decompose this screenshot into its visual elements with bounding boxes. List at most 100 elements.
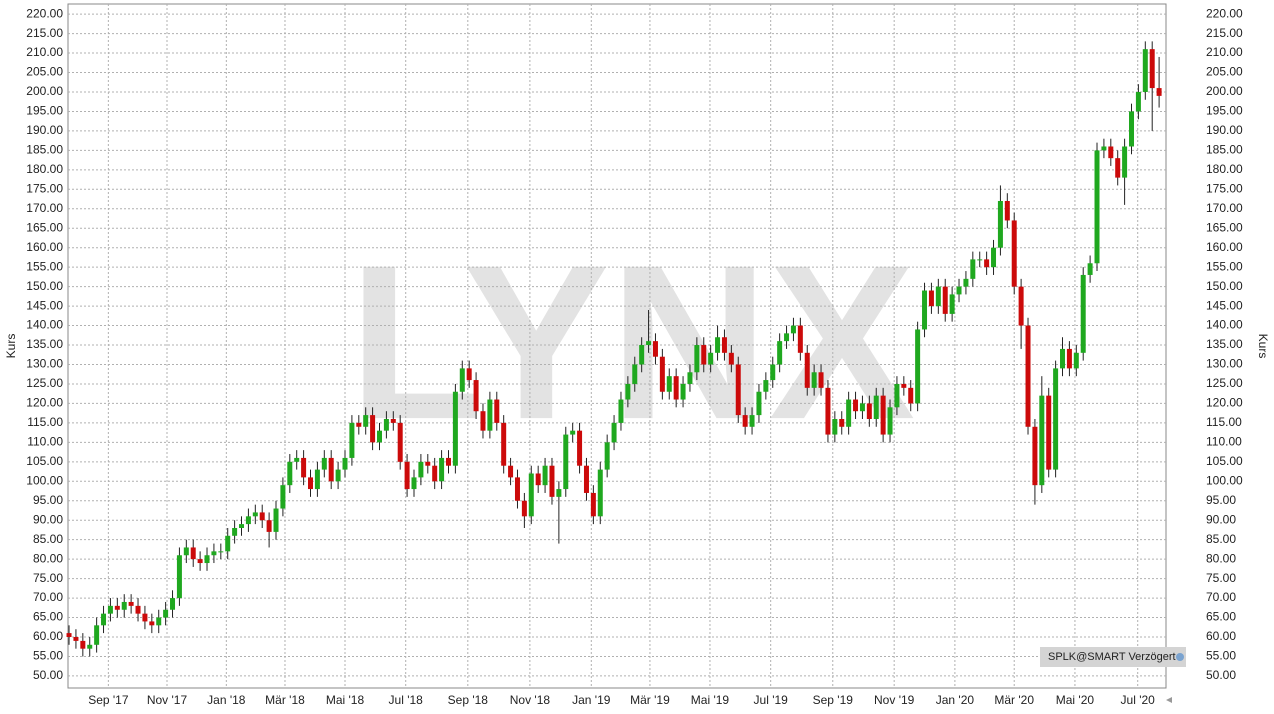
- candle-body: [390, 418, 396, 423]
- y-tick-label-right: 155.00: [1206, 259, 1243, 273]
- y-tick-label: 135.00: [26, 337, 63, 351]
- candle-body: [956, 286, 962, 295]
- y-tick-label: 150.00: [26, 279, 63, 293]
- candle-body: [639, 345, 645, 365]
- candle-body: [349, 422, 355, 458]
- y-tick-label: 180.00: [26, 162, 63, 176]
- y-tick-label: 175.00: [26, 181, 63, 195]
- y-tick-label: 95.00: [33, 493, 63, 507]
- scroll-arrow[interactable]: [1166, 697, 1172, 703]
- candle-body: [1025, 325, 1031, 427]
- y-tick-label: 220.00: [26, 6, 63, 20]
- y-tick-label-right: 130.00: [1206, 357, 1243, 371]
- candle-body: [577, 430, 583, 466]
- candle-body: [604, 442, 610, 470]
- candle-body: [839, 418, 845, 427]
- y-tick-label: 50.00: [33, 668, 63, 682]
- candle-body: [908, 387, 914, 404]
- candle-body: [87, 644, 93, 649]
- y-tick-label-right: 85.00: [1206, 532, 1236, 546]
- candle-body: [94, 625, 100, 645]
- x-tick-label: Mär '18: [265, 693, 305, 707]
- candle-body: [949, 294, 955, 314]
- candle-body: [459, 368, 465, 392]
- candle-body: [853, 399, 859, 412]
- y-tick-label-right: 220.00: [1206, 6, 1243, 20]
- candle-body: [984, 259, 990, 268]
- candle-body: [583, 465, 589, 493]
- candle-body: [570, 430, 576, 435]
- candle-body: [121, 601, 127, 610]
- candle-body: [666, 376, 672, 392]
- candle-body: [156, 617, 162, 626]
- y-tick-label-right: 205.00: [1206, 65, 1243, 79]
- candle-body: [1073, 352, 1079, 369]
- candle-body: [432, 465, 438, 482]
- candle-body: [859, 403, 865, 412]
- y-tick-label-right: 120.00: [1206, 396, 1243, 410]
- candle-body: [846, 399, 852, 427]
- candle-body: [1004, 200, 1010, 221]
- candle-body: [487, 399, 493, 431]
- y-tick-label: 105.00: [26, 454, 63, 468]
- candle-body: [107, 605, 113, 614]
- candle-body: [715, 337, 721, 353]
- y-tick-label-right: 170.00: [1206, 201, 1243, 215]
- candle-body: [922, 290, 928, 330]
- x-tick-label: Jan '20: [936, 693, 975, 707]
- y-tick-label-right: 90.00: [1206, 512, 1236, 526]
- watermark: LYNX: [349, 219, 916, 465]
- y-tick-label-right: 180.00: [1206, 162, 1243, 176]
- candle-body: [866, 403, 872, 419]
- y-tick-label: 55.00: [33, 649, 63, 663]
- candle-body: [542, 465, 548, 486]
- candle-body: [1122, 146, 1128, 178]
- candle-body: [687, 372, 693, 384]
- x-tick-label: Sep '19: [813, 693, 854, 707]
- candle-body: [280, 485, 286, 509]
- candle-body: [590, 492, 596, 517]
- candle-body: [549, 465, 555, 497]
- y-tick-label: 210.00: [26, 45, 63, 59]
- candle-body: [1060, 348, 1066, 369]
- y-tick-label-right: 60.00: [1206, 629, 1236, 643]
- candle-body: [73, 637, 79, 641]
- y-tick-label-right: 150.00: [1206, 279, 1243, 293]
- plot-frame: [67, 3, 1167, 689]
- candle-body: [163, 609, 169, 618]
- y-tick-label-right: 105.00: [1206, 454, 1243, 468]
- candle-body: [659, 356, 665, 392]
- candle-body: [101, 613, 107, 626]
- candle-body: [942, 286, 948, 314]
- candle-body: [218, 551, 224, 553]
- candle-body: [314, 469, 320, 490]
- candle-body: [135, 605, 141, 614]
- x-tick-label: Mai '18: [326, 693, 365, 707]
- y-tick-label-right: 80.00: [1206, 551, 1236, 565]
- candle-body: [66, 633, 72, 638]
- y-tick-label: 155.00: [26, 259, 63, 273]
- candle-body: [625, 383, 631, 400]
- y-tick-label: 145.00: [26, 298, 63, 312]
- y-axis-label: Kurs: [4, 334, 18, 359]
- x-tick-label: Sep '17: [88, 693, 129, 707]
- candle-body: [128, 601, 134, 606]
- y-tick-label-right: 175.00: [1206, 181, 1243, 195]
- y-tick-label: 90.00: [33, 512, 63, 526]
- candle-body: [632, 364, 638, 384]
- candle-body: [535, 473, 541, 486]
- candle-body: [508, 465, 514, 478]
- y-tick-label-right: 70.00: [1206, 590, 1236, 604]
- candle-body: [1149, 49, 1155, 89]
- y-tick-label-right: 65.00: [1206, 610, 1236, 624]
- candle-body: [170, 598, 176, 610]
- candle-body: [1094, 150, 1100, 264]
- candle-body: [1039, 395, 1045, 486]
- y-axis-label-right: Kurs: [1256, 334, 1270, 359]
- y-tick-label: 215.00: [26, 26, 63, 40]
- candle-body: [342, 457, 348, 470]
- candle-body: [673, 376, 679, 400]
- candle-body: [1129, 111, 1135, 147]
- y-tick-label: 195.00: [26, 104, 63, 118]
- candle-body: [80, 640, 86, 649]
